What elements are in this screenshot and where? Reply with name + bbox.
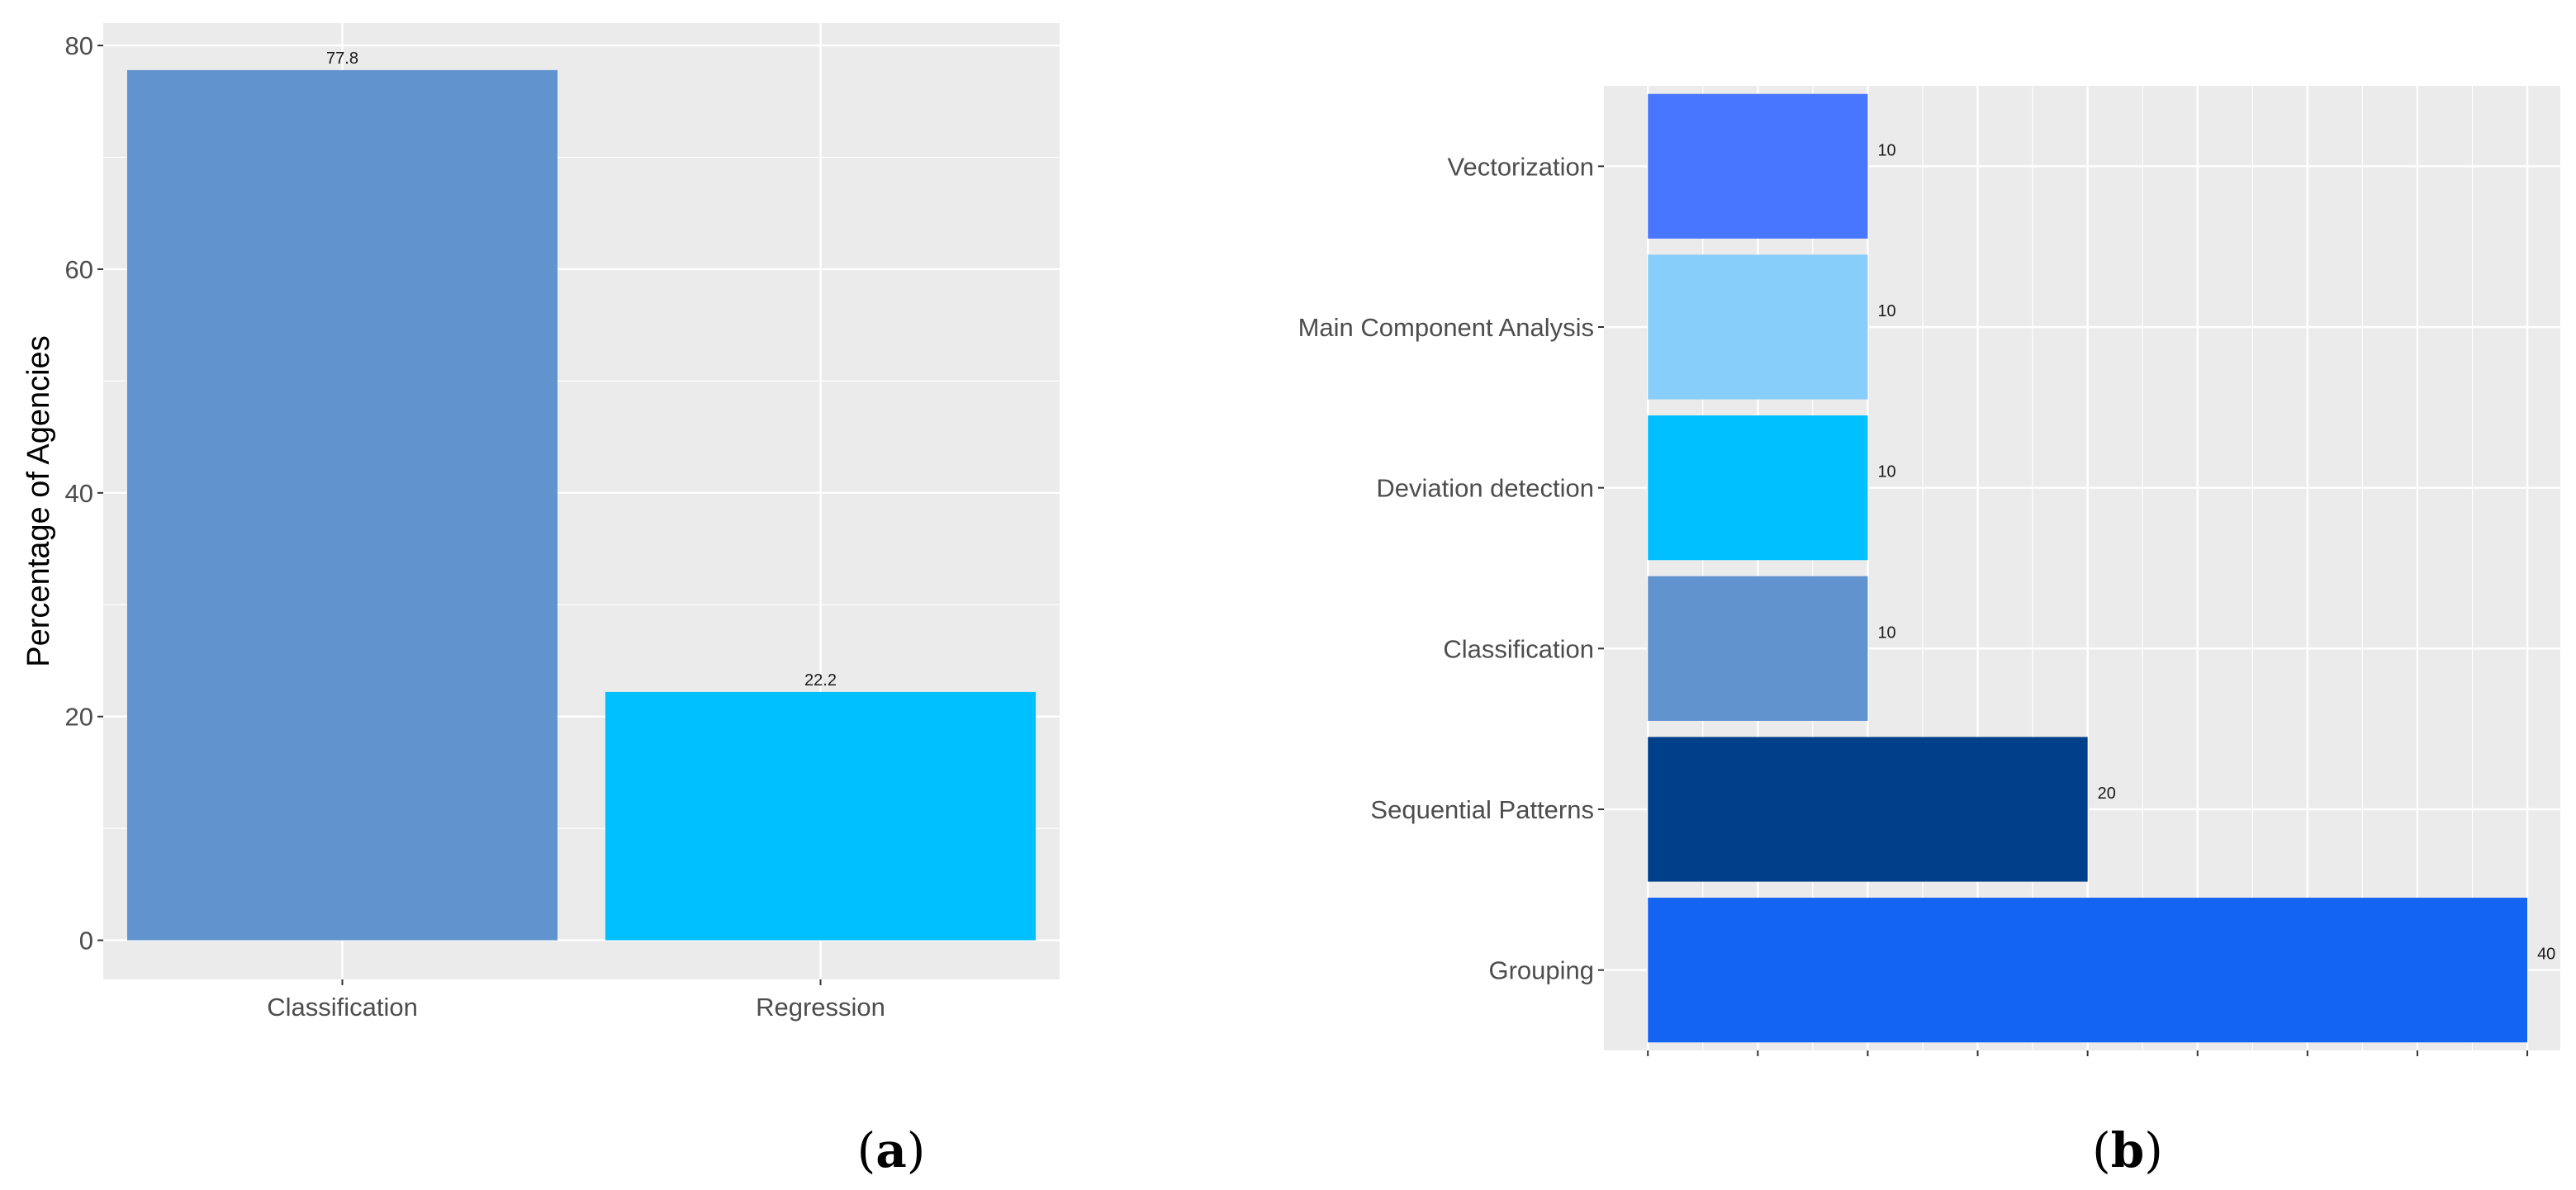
chart-a-y-axis-title: Percentage of Agencies <box>21 335 56 666</box>
data-label-grouping: 40 <box>2537 946 2555 964</box>
chart-a-y-tick-label: 80 <box>65 31 93 60</box>
chart-b-y-tick-label: Deviation detection <box>1376 474 1594 503</box>
data-label-sequential-patterns: 20 <box>2098 785 2116 803</box>
chart-a-x-tick-label: Classification <box>267 993 418 1022</box>
data-label-vectorization: 10 <box>1877 141 1895 159</box>
chart-a-y-tick-label: 0 <box>79 927 93 955</box>
chart-a-y-tick-label: 60 <box>65 255 93 284</box>
chart-a-y-tick-label: 20 <box>65 703 93 732</box>
chart-b-bars <box>1648 93 2528 1043</box>
chart-b-x-axis <box>1647 1050 2529 1056</box>
bar-regression <box>605 691 1037 941</box>
chart-b-y-tick-label: Grouping <box>1488 956 1594 985</box>
bar-sequential-patterns <box>1648 737 2088 882</box>
bar-grouping <box>1648 898 2528 1043</box>
chart-a-y-axis: 0 20 40 60 80 <box>65 31 103 955</box>
data-label-classification: 10 <box>1877 623 1895 642</box>
chart-a-x-axis: Classification Regression <box>267 979 885 1022</box>
chart-a-panel-label: (a) <box>857 1122 926 1178</box>
chart-b-panel-label: (b) <box>2092 1122 2163 1178</box>
data-label-regression: 22.2 <box>804 671 837 690</box>
chart-b-data-labels: 10 10 10 10 20 40 <box>1877 141 2555 963</box>
bar-vectorization <box>1648 93 1868 239</box>
chart-b-y-axis: Vectorization Main Component Analysis Devi… <box>1298 152 1604 985</box>
chart-b: 10 10 10 10 20 40 Vectorization Main Component… <box>1298 86 2560 1178</box>
data-label-main-component-analysis: 10 <box>1877 302 1895 320</box>
bar-classification <box>126 69 558 941</box>
chart-a-x-tick-label: Regression <box>756 993 885 1022</box>
bar-deviation-detection <box>1648 415 1868 561</box>
data-label-classification: 77.8 <box>326 50 358 68</box>
data-label-deviation-detection: 10 <box>1877 463 1895 481</box>
chart-b-y-tick-label: Classification <box>1443 634 1594 663</box>
chart-b-y-tick-label: Main Component Analysis <box>1298 313 1594 342</box>
chart-b-y-tick-label: Sequential Patterns <box>1370 795 1594 824</box>
chart-a-bars <box>126 69 1037 941</box>
chart-b-plot-background <box>1604 86 2560 1050</box>
chart-b-y-tick-label: Vectorization <box>1448 152 1595 181</box>
bar-classification <box>1648 576 1868 721</box>
chart-a: 77.8 22.2 0 20 40 60 80 Classification Regress… <box>21 23 1060 1178</box>
bar-main-component-analysis <box>1648 254 1868 400</box>
chart-a-data-labels: 77.8 22.2 <box>326 50 837 690</box>
chart-a-y-tick-label: 40 <box>65 479 93 508</box>
